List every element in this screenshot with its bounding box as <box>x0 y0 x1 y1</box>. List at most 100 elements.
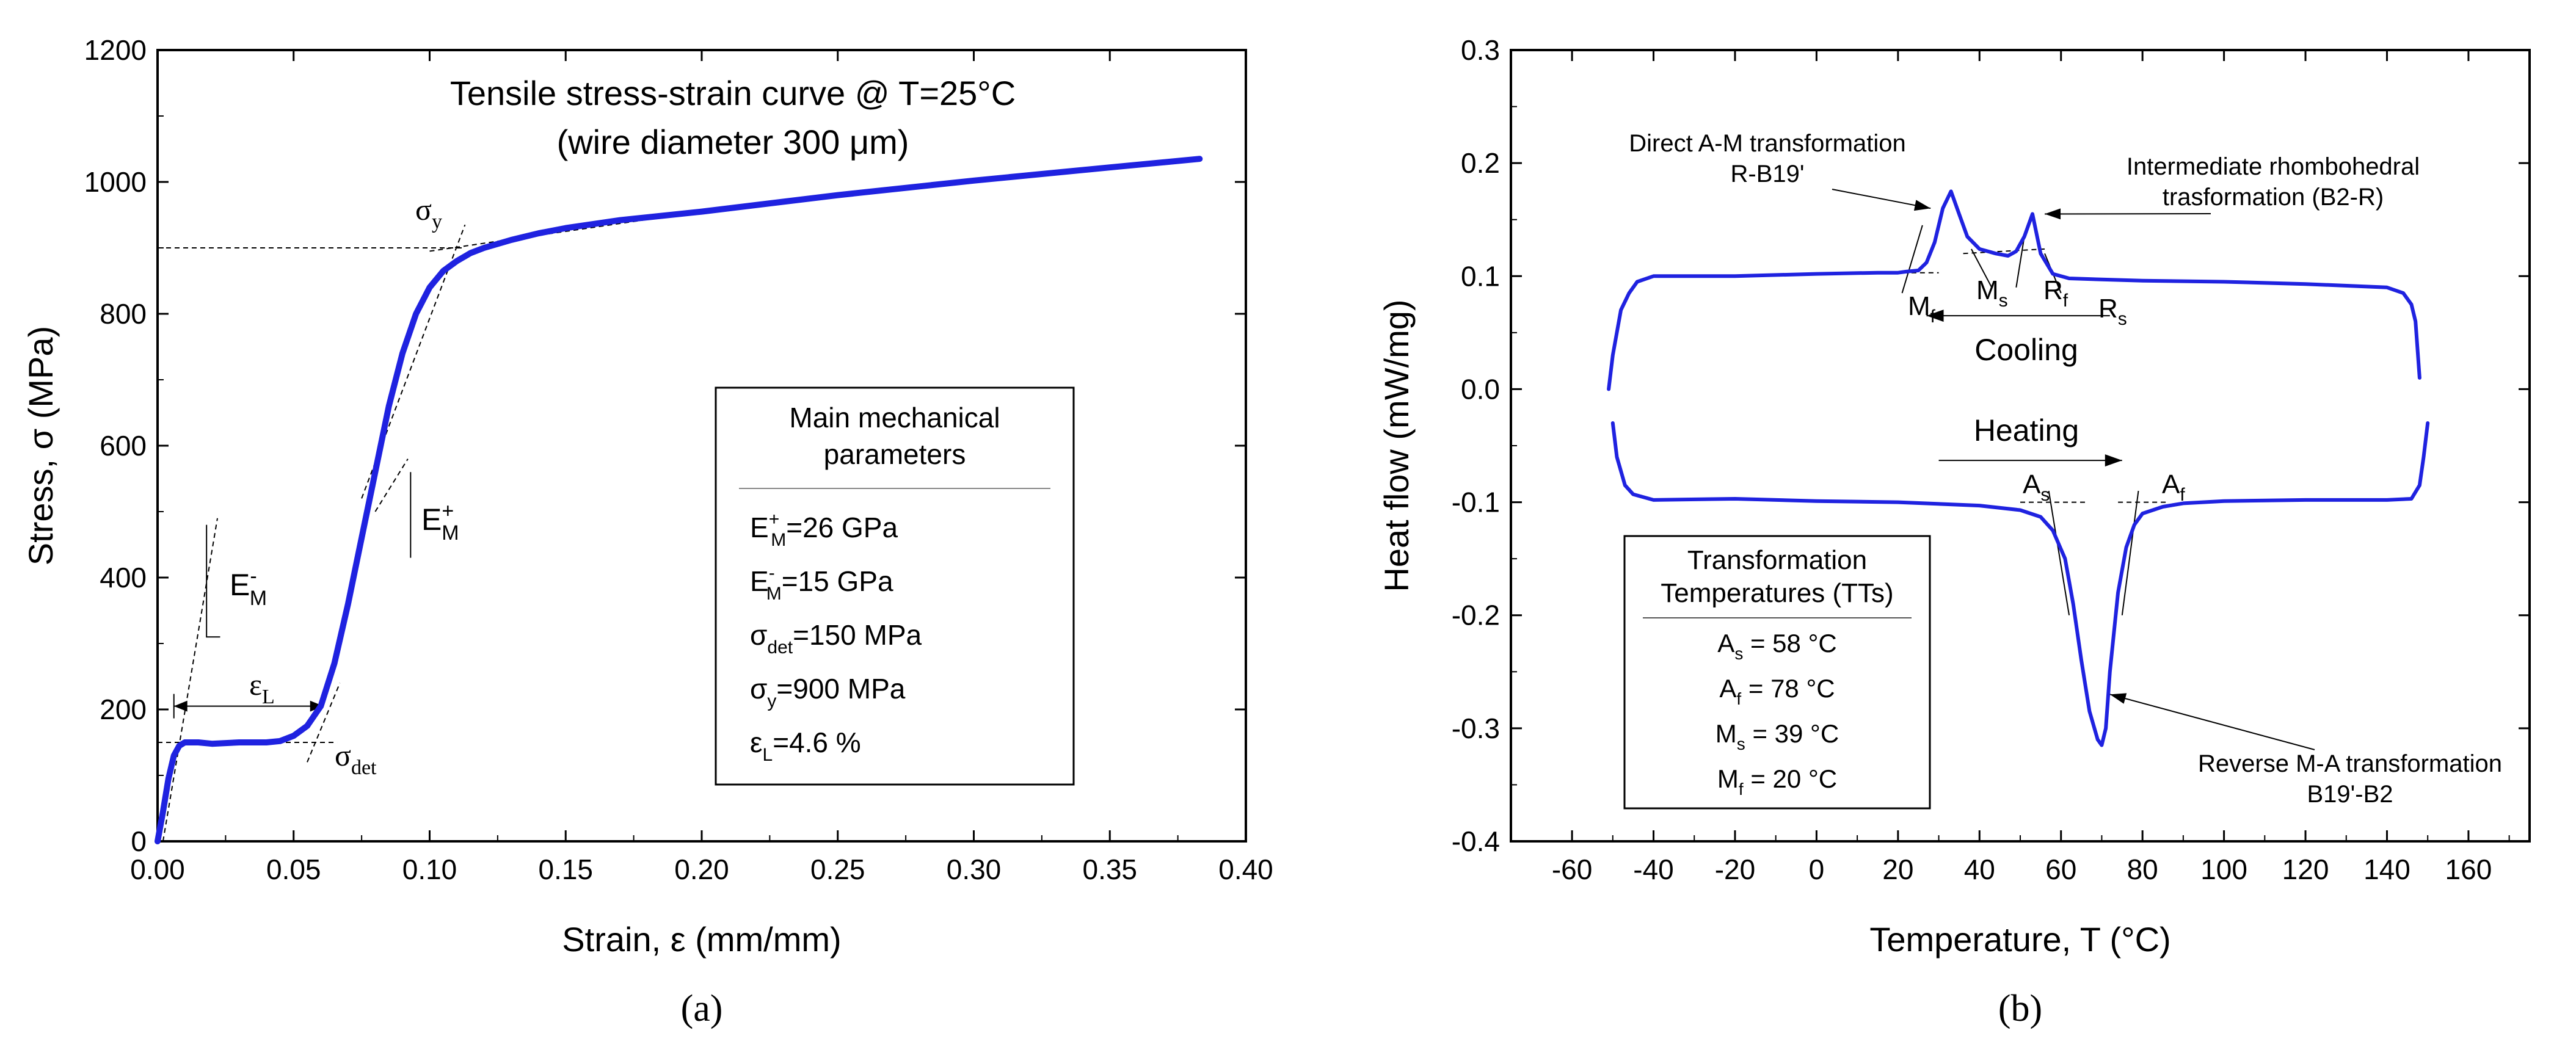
label-as: As <box>2023 469 2050 505</box>
legend-row-a: E+ M=26 GPa <box>750 509 898 550</box>
heating-arrowhead <box>2105 454 2122 467</box>
annotation-e-minus: E-M <box>230 565 267 610</box>
label-mf: Mf <box>1908 291 1936 327</box>
y-tick-label-a: 200 <box>100 694 147 725</box>
x-tick-label-b: -60 <box>1552 854 1592 885</box>
axis-ticks-b: -60 -40 -20 0 20 40 60 80 100 120 140 160 -0.4 -0.3 -0… <box>1452 34 2530 885</box>
tangent-yield-2 <box>429 211 702 252</box>
x-axis-label-b: Temperature, T (°C) <box>1869 920 2170 959</box>
y-tick-label-b: -0.1 <box>1452 487 1500 518</box>
y-tick-label-a: 1200 <box>84 34 147 66</box>
x-tick-label-a: 0.05 <box>266 854 321 885</box>
legend-box-a: Main mechanical parameters E+ M=26 GPa E-M… <box>715 386 1075 786</box>
rf-tangent <box>2015 236 2025 288</box>
tangent-e-minus <box>162 518 218 842</box>
legend-row-a: εL=4.6 % <box>750 727 861 765</box>
x-tick-label-b: 40 <box>1964 854 1995 885</box>
legend-row-b: Af = 78 °C <box>1719 674 1835 708</box>
y-tick-label-a: 600 <box>100 430 147 462</box>
af-tangent <box>2121 490 2139 615</box>
y-axis-label-b: Heat flow (mW/mg) <box>1377 299 1416 592</box>
annotation-direct-1: Direct A-M transformation <box>1629 130 1905 157</box>
annotation-eps-l: εL <box>249 667 275 708</box>
axis-ticks-a: 0.00 0.05 0.10 0.15 0.20 0.25 0.30 0.35 0.40 0 200… <box>84 34 1273 885</box>
chart-panel-b: -60 -40 -20 0 20 40 60 80 100 120 140 160 -0.4 -0.3 -0… <box>1377 34 2531 1029</box>
data-series-b <box>1607 189 2430 747</box>
y-tick-label-b: -0.3 <box>1452 712 1500 744</box>
leader-reverse-head <box>2109 693 2127 704</box>
ms-rf-baseline <box>1963 248 2045 255</box>
tangent-e-plus <box>374 459 409 512</box>
series-line-b-0 <box>1607 189 2421 391</box>
x-tick-label-b: 60 <box>2045 854 2076 885</box>
x-tick-label-b: 80 <box>2127 854 2158 885</box>
panel-label-a: (a) <box>681 988 723 1029</box>
x-tick-label-a: 0.10 <box>402 854 457 885</box>
x-tick-label-a: 0.25 <box>810 854 865 885</box>
legend-title-a-2: parameters <box>824 438 966 470</box>
x-tick-label-b: 140 <box>2363 854 2410 885</box>
y-axis-label-a: Stress, σ (MPa) <box>21 326 60 565</box>
legend-box-b: Transformation Temperatures (TTs) As = 5… <box>1623 535 1931 810</box>
x-tick-label-b: -20 <box>1715 854 1755 885</box>
label-rs: Rs <box>2098 294 2127 329</box>
leader-intermediate-head <box>2045 208 2061 220</box>
y-tick-label-a: 1000 <box>84 166 147 198</box>
legend-row-a: E-M=15 GPa <box>750 563 893 604</box>
series-line-a-0 <box>155 156 1203 844</box>
label-ms: Ms <box>1976 275 2008 311</box>
y-tick-label-a: 0 <box>131 825 147 857</box>
ms-tangent <box>1971 248 1993 288</box>
x-tick-label-b: -40 <box>1633 854 1673 885</box>
mf-tangent <box>1901 225 1923 294</box>
y-tick-label-b: -0.4 <box>1452 825 1500 857</box>
x-tick-label-b: 20 <box>1882 854 1913 885</box>
leader-reverse <box>2109 694 2315 750</box>
annotation-cooling: Cooling <box>1974 333 2078 367</box>
as-tangent <box>2048 490 2070 615</box>
x-tick-label-b: 120 <box>2282 854 2329 885</box>
leader-direct-head <box>1913 200 1931 211</box>
chart-subtitle-a: (wire diameter 300 μm) <box>557 123 909 161</box>
annotation-e-plus: E+ M <box>421 499 459 545</box>
legend-title-b-1: Transformation <box>1687 545 1867 575</box>
annotation-intermediate-1: Intermediate rhombohedral <box>2127 153 2420 180</box>
legend-title-a-1: Main mechanical <box>789 402 1000 433</box>
legend-rows-a: E+ M=26 GPa E-M=15 GPa σdet=150 MPa σy=900 M… <box>750 509 922 765</box>
annotation-sigma-y: σy <box>415 192 442 233</box>
annotation-direct-2: R-B19' <box>1730 161 1804 187</box>
x-tick-label-a: 0.15 <box>538 854 593 885</box>
annotation-heating: Heating <box>1974 413 2079 448</box>
annotation-reverse-1: Reverse M-A transformation <box>2198 750 2502 777</box>
x-tick-label-a: 0.40 <box>1218 854 1273 885</box>
x-axis-label-a: Strain, ε (mm/mm) <box>562 920 841 959</box>
x-tick-label-b: 0 <box>1809 854 1825 885</box>
y-tick-label-b: 0.1 <box>1461 260 1500 292</box>
y-tick-label-b: 0.3 <box>1461 34 1500 66</box>
legend-row-b: As = 58 °C <box>1717 629 1836 663</box>
annotation-reverse-2: B19'-B2 <box>2307 781 2393 808</box>
legend-rows-b: As = 58 °C Af = 78 °C Ms = 39 °C Mf = 20 °C <box>1716 629 1839 799</box>
y-tick-label-b: 0.0 <box>1461 373 1500 405</box>
x-tick-label-a: 0.35 <box>1082 854 1137 885</box>
label-rf: Rf <box>2043 275 2068 311</box>
y-tick-label-b: -0.2 <box>1452 600 1500 631</box>
x-tick-label-b: 160 <box>2445 854 2492 885</box>
y-tick-label-a: 400 <box>100 562 147 593</box>
y-tick-label-b: 0.2 <box>1461 147 1500 179</box>
label-af: Af <box>2162 469 2185 505</box>
x-tick-label-b: 100 <box>2200 854 2247 885</box>
leader-direct <box>1832 189 1931 209</box>
legend-row-b: Mf = 20 °C <box>1717 764 1837 799</box>
panel-label-b: (b) <box>1998 988 2042 1029</box>
construction-lines-b <box>1832 189 2315 750</box>
legend-row-a: σdet=150 MPa <box>750 619 922 658</box>
eps-l-arrowhead-right <box>310 700 324 712</box>
x-tick-label-a: 0.20 <box>674 854 729 885</box>
x-tick-label-a: 0.30 <box>947 854 1002 885</box>
chart-title-a: Tensile stress-strain curve @ T=25°C <box>450 74 1016 112</box>
eps-l-arrowhead-left <box>173 700 187 712</box>
legend-title-b-2: Temperatures (TTs) <box>1661 578 1893 608</box>
cooling-arrowhead <box>1926 310 1944 322</box>
